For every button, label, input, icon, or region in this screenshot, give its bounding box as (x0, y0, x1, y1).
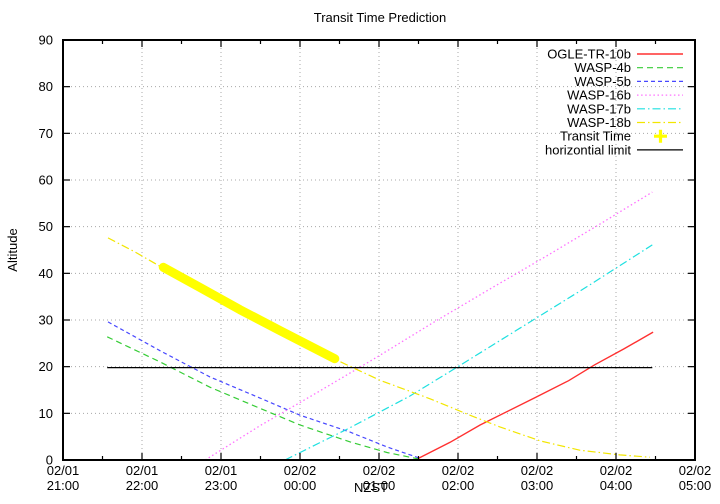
legend-label-ogle-tr-10b: OGLE-TR-10b (547, 47, 631, 62)
y-tick-label: 80 (39, 79, 53, 94)
y-tick-label: 60 (39, 173, 53, 188)
x-tick-label-time: 05:00 (679, 478, 712, 493)
x-tick-label-date: 02/02 (679, 463, 712, 478)
axes-frame-layer (62, 39, 696, 461)
legend-label-wasp-16b: WASP-16b (567, 88, 631, 103)
legend-label-wasp-17b: WASP-17b (567, 101, 631, 116)
x-tick-label-date: 02/02 (600, 463, 633, 478)
legend-label-wasp-5b: WASP-5b (574, 74, 631, 89)
x-tick-label-time: 22:00 (126, 478, 159, 493)
x-tick-label-time: 00:00 (284, 478, 317, 493)
x-tick-label-time: 03:00 (521, 478, 554, 493)
chart-title: Transit Time Prediction (314, 10, 446, 25)
legend-label-transit-time: Transit Time (560, 129, 631, 144)
x-tick-label-date: 02/02 (284, 463, 317, 478)
series-wasp-4b (106, 336, 420, 460)
x-tick-label-time: 02:00 (442, 478, 475, 493)
x-tick-label-date: 02/01 (126, 463, 159, 478)
series-wasp-18b (107, 237, 651, 458)
x-tick-label-date: 02/02 (521, 463, 554, 478)
legend-label-wasp-4b: WASP-4b (574, 60, 631, 75)
y-tick-label: 40 (39, 266, 53, 281)
series-wasp-5b (107, 321, 422, 460)
x-tick-label-time: 01:00 (363, 478, 396, 493)
x-tick-label-time: 23:00 (205, 478, 238, 493)
x-axis-label: NZST (354, 480, 388, 495)
legend-label-wasp-18b: WASP-18b (567, 115, 631, 130)
x-tick-label-date: 02/01 (47, 463, 80, 478)
y-axis-label: Altitude (5, 228, 20, 271)
y-tick-label: 0 (46, 453, 53, 468)
series-layer (106, 191, 654, 461)
y-tick-label: 20 (39, 359, 53, 374)
x-tick-label-date: 02/02 (363, 463, 396, 478)
y-tick-label: 30 (39, 313, 53, 328)
series-wasp-17b (284, 244, 653, 461)
legend: OGLE-TR-10bWASP-4bWASP-5bWASP-16bWASP-17… (545, 47, 683, 157)
grid-layer (63, 40, 695, 460)
series-ogle-tr-10b (416, 331, 654, 460)
legend-label-horizontial-limit: horizontial limit (545, 142, 631, 157)
x-tick-label-date: 02/02 (442, 463, 475, 478)
y-tick-label: 70 (39, 126, 53, 141)
y-tick-label: 10 (39, 406, 53, 421)
x-tick-label-time: 04:00 (600, 478, 633, 493)
series-wasp-16b (204, 191, 653, 461)
y-tick-label: 90 (39, 33, 53, 48)
y-tick-label: 50 (39, 219, 53, 234)
x-tick-label-date: 02/01 (205, 463, 238, 478)
x-tick-label-time: 21:00 (47, 478, 80, 493)
series-transit-time (158, 262, 340, 364)
tick-label-layer: 02/0121:0002/0122:0002/0123:0002/0200:00… (39, 33, 712, 494)
legend-marker-transit-time (654, 129, 667, 143)
